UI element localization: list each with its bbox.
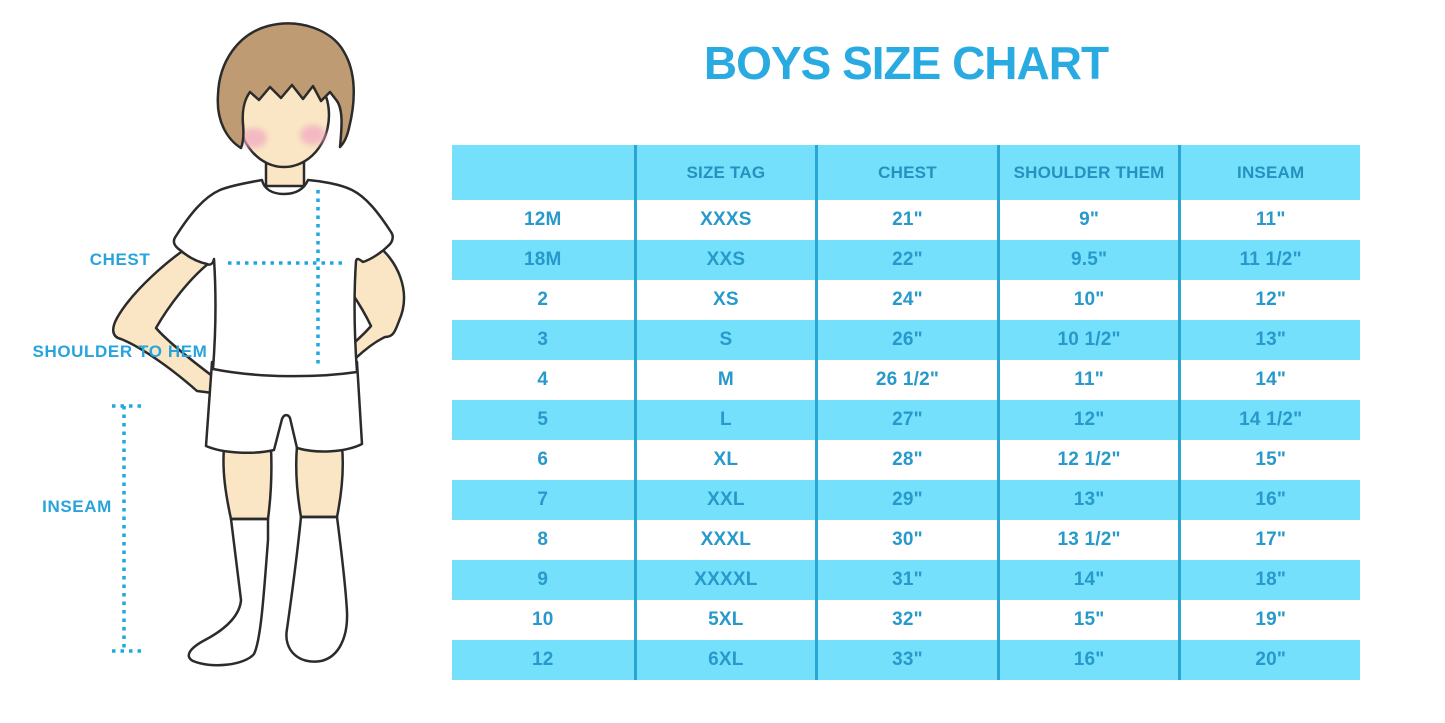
table-cell: 26 1/2" [815,360,997,400]
t-shirt [172,178,394,378]
table-cell: 20" [1178,640,1360,680]
table-header-cell-chest: CHEST [815,145,997,200]
table-cell: 12" [1178,280,1360,320]
table-cell: 19" [1178,600,1360,640]
table-cell: 16" [996,640,1179,680]
table-row: 12M XXXS 21" 9" 11" [452,200,1360,240]
table-header-row: SIZE TAG CHEST SHOULDER THEM INSEAM [452,145,1360,200]
table-cell: 14 1/2" [1178,400,1360,440]
table-cell: XXXXL [633,560,816,600]
table-header-cell-shoulder: SHOULDER THEM [996,145,1179,200]
socks [187,515,349,667]
table-cell: 6 [537,449,549,470]
table-cell: XXS [633,240,816,280]
table-cell: 14" [996,560,1179,600]
size-table: SIZE TAG CHEST SHOULDER THEM INSEAM 12M X… [452,145,1360,680]
table-row: 12 6XL 33" 16" 20" [452,640,1360,680]
table-cell: XXXS [633,200,816,240]
table-cell: 5XL [633,600,816,640]
table-header-cell-inseam: INSEAM [1178,145,1360,200]
blush [241,125,326,148]
table-cell: 5 [537,409,549,430]
table-cell: 9" [996,200,1179,240]
shoulder-to-hem-label: SHOULDER TO HEM [32,342,208,361]
table-cell: 9 [537,569,549,590]
table-cell: 33" [815,640,997,680]
table-cell: 11 1/2" [1178,240,1360,280]
table-cell: 16" [1178,480,1360,520]
table-body: 12M XXXS 21" 9" 11" 18M XXS 22" 9.5" 11 1/2" 2 XS 24… [452,200,1360,680]
table-cell: 10" [996,280,1179,320]
shorts [204,360,364,454]
table-cell: 31" [815,560,997,600]
table-cell: 28" [815,440,997,480]
table-row: 5 L 27" 12" 14 1/2" [452,400,1360,440]
table-cell: S [633,320,816,360]
table-cell: 4 [537,369,549,390]
table-cell: 15" [996,600,1179,640]
table-row: 2 XS 24" 10" 12" [452,280,1360,320]
table-cell: XL [633,440,816,480]
table-cell: 22" [815,240,997,280]
table-row: 4 M 26 1/2" 11" 14" [452,360,1360,400]
table-cell: 17" [1178,520,1360,560]
table-cell: 15" [1178,440,1360,480]
chest-label: CHEST [89,250,151,269]
table-cell: 11" [1178,200,1360,240]
table-cell: 13" [1178,320,1360,360]
table-cell: 7 [537,489,549,510]
table-row: 7 XXL 29" 13" 16" [452,480,1360,520]
table-cell: 26" [815,320,997,360]
table-row: 6 XL 28" 12 1/2" 15" [452,440,1360,480]
table-cell: 27" [815,400,997,440]
legs [222,444,345,521]
table-cell: 12" [996,400,1179,440]
inseam-label: INSEAM [42,497,112,516]
table-header-cell [452,145,634,200]
table-cell: M [633,360,816,400]
table-cell: 10 1/2" [996,320,1179,360]
table-cell: 32" [815,600,997,640]
table-cell: 24" [815,280,997,320]
table-cell: 10 [532,609,554,630]
table-cell: XXXL [633,520,816,560]
page-title: BOYS SIZE CHART [703,37,1109,89]
table-cell: 8 [537,529,549,550]
boy-illustration [112,22,406,667]
table-cell: XS [633,280,816,320]
table-row: 9 XXXXL 31" 14" 18" [452,560,1360,600]
table-cell: 12 [532,649,554,670]
table-cell: 29" [815,480,997,520]
table-cell: 13" [996,480,1179,520]
table-cell: 21" [815,200,997,240]
table-cell: 14" [1178,360,1360,400]
table-cell: 13 1/2" [996,520,1179,560]
table-row: 8 XXXL 30" 13 1/2" 17" [452,520,1360,560]
hair [216,22,355,150]
table-cell: 12M [524,209,562,230]
table-cell: 11" [996,360,1179,400]
table-cell: 30" [815,520,997,560]
table-cell: 3 [537,329,549,350]
table-cell: XXL [633,480,816,520]
table-header-cell-size-tag: SIZE TAG [633,145,816,200]
table-cell: 12 1/2" [996,440,1179,480]
table-cell: L [633,400,816,440]
table-row: 3 S 26" 10 1/2" 13" [452,320,1360,360]
table-cell: 18M [524,249,562,270]
table-cell: 18" [1178,560,1360,600]
table-cell: 9.5" [996,240,1179,280]
table-cell: 2 [537,289,549,310]
table-cell: 6XL [633,640,816,680]
table-row: 18M XXS 22" 9.5" 11 1/2" [452,240,1360,280]
table-row: 10 5XL 32" 15" 19" [452,600,1360,640]
